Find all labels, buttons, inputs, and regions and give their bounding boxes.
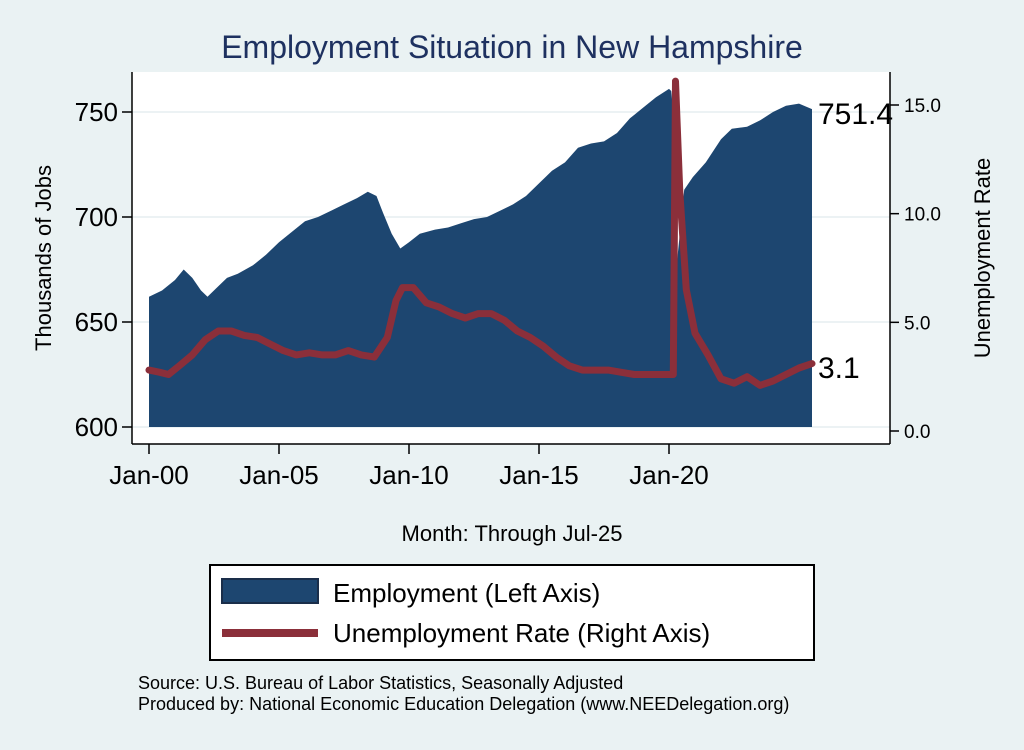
y-axis-right-label: Unemployment Rate bbox=[970, 158, 995, 359]
y-left-tick-label: 750 bbox=[75, 97, 118, 127]
chart-title: Employment Situation in New Hampshire bbox=[221, 29, 803, 65]
x-axis-label: Month: Through Jul-25 bbox=[402, 521, 623, 546]
legend-swatch-employment bbox=[221, 578, 319, 604]
y-left-tick-label: 650 bbox=[75, 307, 118, 337]
produced-by-note: Produced by: National Economic Education… bbox=[138, 694, 789, 714]
x-tick-label: Jan-00 bbox=[109, 460, 189, 490]
y-right-tick-label: 5.0 bbox=[904, 313, 930, 334]
x-tick-label: Jan-20 bbox=[629, 460, 709, 490]
y-right-tick-label: 15.0 bbox=[904, 96, 941, 117]
x-tick-label: Jan-15 bbox=[499, 460, 579, 490]
unemployment-line bbox=[145, 77, 816, 389]
legend: Employment (Left Axis) Unemployment Rate… bbox=[209, 564, 815, 661]
unemployment-end-label: 3.1 bbox=[818, 352, 860, 385]
y-right-tick-label: 10.0 bbox=[904, 205, 941, 226]
x-tick-label: Jan-10 bbox=[369, 460, 449, 490]
y-right-tick-label: 0.0 bbox=[904, 422, 930, 443]
axes: 600 650 700 750 0.0 5.0 10.0 15.0 Jan-00 Jan-05 Ja… bbox=[75, 72, 941, 490]
y-axis-left-label: Thousands of Jobs bbox=[31, 165, 56, 351]
source-note: Source: U.S. Bureau of Labor Statistics,… bbox=[138, 673, 623, 693]
chart-marks bbox=[145, 77, 816, 428]
legend-label-unemployment: Unemployment Rate (Right Axis) bbox=[333, 618, 710, 648]
employment-area bbox=[149, 88, 812, 428]
x-tick-label: Jan-05 bbox=[239, 460, 319, 490]
y-left-tick-label: 600 bbox=[75, 412, 118, 442]
legend-label-employment: Employment (Left Axis) bbox=[333, 578, 600, 608]
employment-end-label: 751.4 bbox=[818, 98, 893, 131]
y-left-tick-label: 700 bbox=[75, 202, 118, 232]
